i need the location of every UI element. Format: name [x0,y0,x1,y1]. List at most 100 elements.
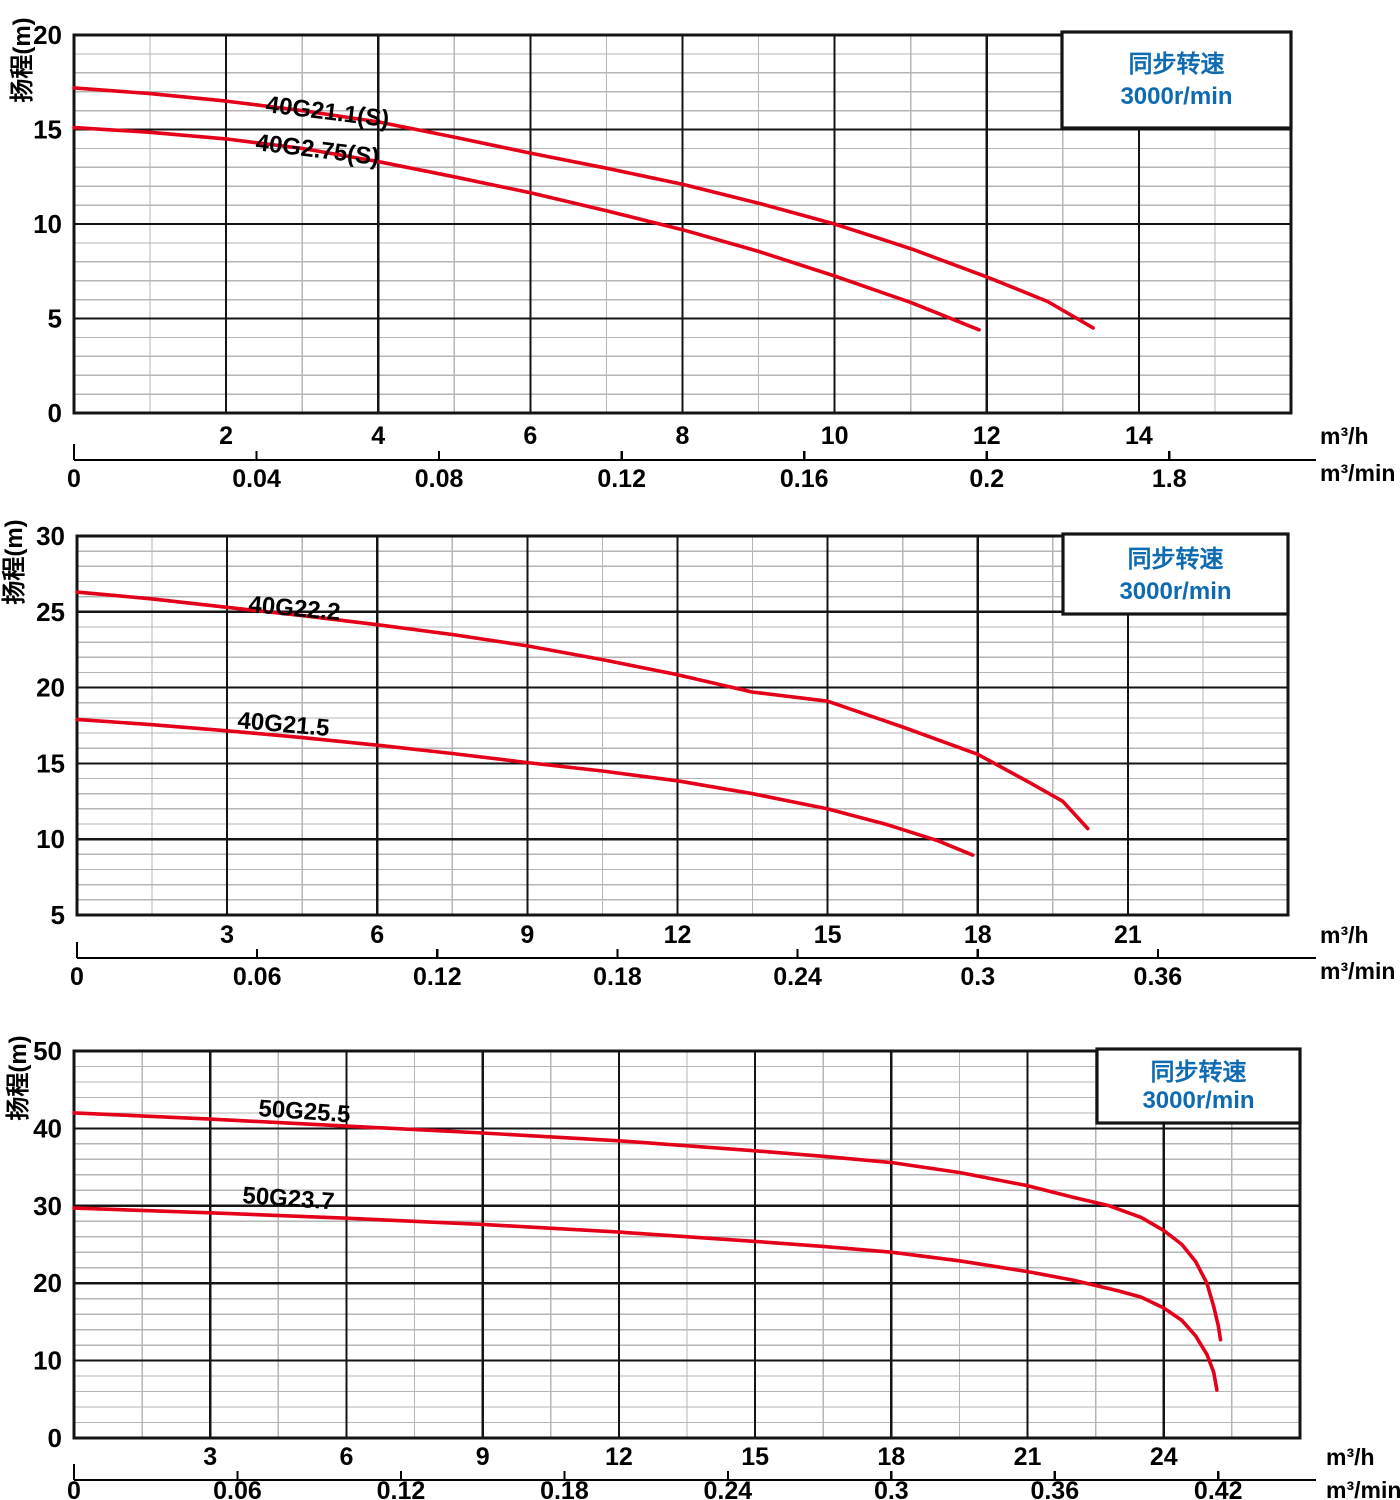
y-tick-label: 10 [33,209,62,239]
curve-40G21.5 [75,717,975,857]
x-tick-label-h: 8 [676,422,690,450]
x-tick-label-h: 18 [877,1443,905,1471]
unit-label-m3min: m³/min [1320,460,1395,486]
secondary-axis [72,1464,1316,1482]
y-tick-label: 10 [36,824,65,854]
x-tick-label-min: 0.42 [1194,1477,1243,1500]
legend-line-1: 同步转速 [1129,50,1225,78]
unit-label-m3h: m³/h [1320,423,1369,449]
curves [75,590,1090,857]
x-tick-label-min: 0.24 [773,963,822,991]
x-tick-label-h: 21 [1114,921,1142,949]
curve-label: 50G23.7 [242,1182,336,1215]
y-tick-label: 15 [36,748,65,778]
unit-label-m3min: m³/min [1326,1477,1400,1500]
x-tick-label-min: 0.18 [593,963,642,991]
x-tick-label-min: 0 [70,963,84,991]
plot-border [72,1049,1302,1440]
y-tick-label: 5 [51,900,65,930]
x-tick-label-min: 0.06 [233,963,282,991]
unit-label-m3h: m³/h [1326,1444,1375,1470]
legend-line-1: 同步转速 [1151,1058,1247,1086]
legend-line-2: 3000r/min [1142,1087,1254,1114]
curve-label: 40G21.1(S) [264,91,390,133]
curves [72,1111,1223,1392]
x-tick-label-min: 0.24 [704,1477,753,1500]
legend-line-2: 3000r/min [1120,83,1232,110]
x-tick-label-h: 4 [371,422,385,450]
x-tick-label-h: 24 [1150,1443,1178,1471]
legend: 同步转速 3000r/min [1061,532,1290,616]
curve-50G23.7 [72,1206,1219,1392]
x-tick-label-h: 21 [1014,1443,1042,1471]
x-tick-label-min: 0.08 [415,465,464,493]
x-tick-label-min: 0.06 [213,1477,262,1500]
plot-border [72,33,1293,415]
x-tick-label-h: 18 [964,921,992,949]
curve-label: 50G25.5 [258,1095,352,1128]
unit-label-m3min: m³/min [1320,958,1395,984]
chart-1: 40G21.1(S)40G2.75(S) 同步转速 3000r/min 0 5 10 15 2… [9,17,1395,493]
x-tick-label-h: 3 [220,921,234,949]
y-tick-label: 5 [48,304,62,334]
legend-line-1: 同步转速 [1128,545,1224,573]
x-tick-label-min: 0.3 [874,1477,909,1500]
y-tick-label: 30 [36,521,65,551]
y-tick-label: 10 [33,1346,62,1376]
x-tick-label-min: 0.36 [1134,963,1183,991]
x-tick-label-min: 0 [67,465,81,493]
curve-40G22.2 [75,590,1090,831]
y-tick-label: 20 [33,20,62,50]
x-tick-label-min: 0.3 [960,963,995,991]
curves [72,86,1095,332]
x-tick-label-h: 12 [973,422,1001,450]
x-tick-label-min: 0.2 [969,465,1004,493]
y-tick-label: 25 [36,597,65,627]
x-tick-label-h: 15 [741,1443,769,1471]
curve-label: 40G21.5 [236,707,330,742]
legend-box [1060,30,1293,130]
x-tick-label-h: 9 [476,1443,490,1471]
y-axis-title: 扬程(m) [1,519,28,604]
grid [75,534,1290,917]
chart-2: 40G22.240G21.5同步转速3000r/min51015202530扬程… [1,519,1395,991]
legend-line-2: 3000r/min [1119,578,1231,605]
x-tick-label-min: 0.12 [413,963,462,991]
y-tick-label: 0 [48,398,62,428]
x-tick-label-h: 12 [605,1443,633,1471]
x-tick-label-h: 15 [814,921,842,949]
x-tick-label-min: 0.12 [377,1477,426,1500]
plot-border [75,534,1290,917]
unit-label-m3h: m³/h [1320,922,1369,948]
x-tick-label-min: 0.16 [780,465,829,493]
y-tick-label: 0 [48,1423,62,1453]
x-tick-label-h: 6 [339,1443,353,1471]
y-axis-title: 扬程(m) [9,17,36,102]
curve-40G21.1(S) [72,86,1095,330]
y-tick-label: 20 [36,673,65,703]
x-tick-label-h: 10 [821,422,849,450]
x-tick-label-min: 0.36 [1030,1477,1079,1500]
y-tick-label: 50 [33,1036,62,1066]
x-tick-label-h: 6 [523,422,537,450]
legend-box [1095,1047,1302,1125]
x-tick-label-h: 14 [1125,422,1153,450]
x-tick-label-h: 12 [664,921,692,949]
y-tick-label: 40 [33,1113,62,1143]
y-axis-title: 扬程(m) [5,1035,32,1120]
x-tick-label-min: 0.18 [540,1477,589,1500]
curve-40G2.75(S) [72,125,981,332]
curve-50G25.5 [72,1111,1223,1342]
y-tick-label: 30 [33,1191,62,1221]
y-tick-label: 15 [33,115,62,145]
secondary-axis [75,942,1316,960]
legend-box [1061,532,1290,616]
y-tick-label: 20 [33,1268,62,1298]
x-tick-label-h: 2 [219,422,233,450]
x-tick-label-h: 3 [203,1443,217,1471]
legend: 同步转速 3000r/min [1060,30,1293,130]
x-tick-label-h: 9 [520,921,534,949]
